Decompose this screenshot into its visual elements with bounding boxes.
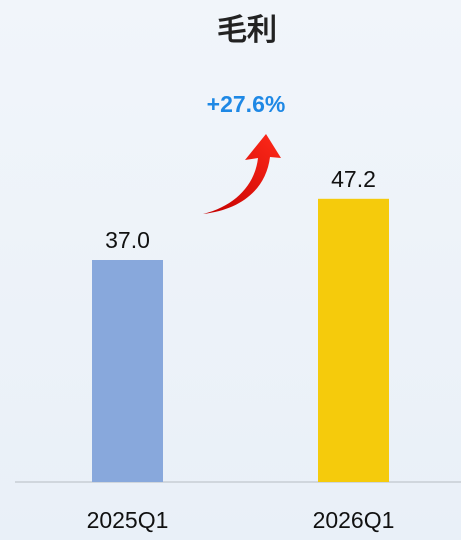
value-label: 37.0 [105, 227, 150, 253]
x-tick-label: 2025Q1 [87, 507, 169, 533]
bar [318, 198, 389, 483]
growth-annotation: +27.6% [207, 91, 286, 117]
value-label: 47.2 [331, 166, 376, 192]
chart-title: 毛利 [217, 14, 277, 47]
growth-arrow [203, 134, 281, 214]
bar [92, 260, 163, 482]
x-tick-label: 2026Q1 [313, 507, 395, 533]
